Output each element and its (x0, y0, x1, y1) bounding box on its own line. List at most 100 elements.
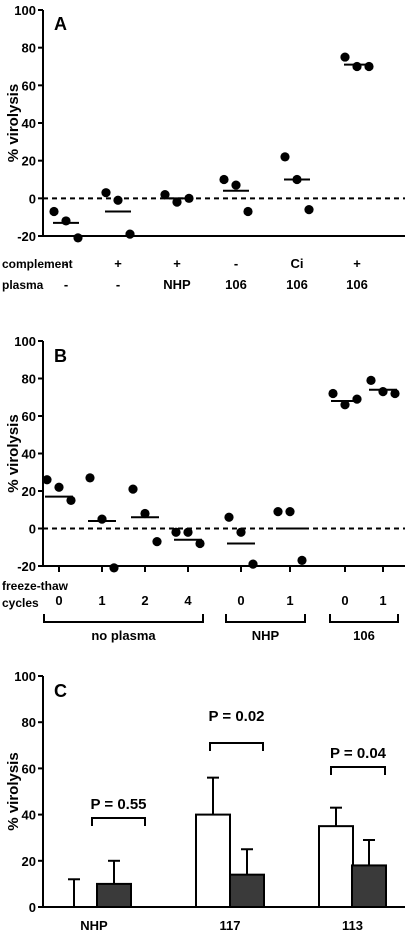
p-value-annotation: P = 0.55 (90, 796, 146, 813)
y-tick-label: 0 (29, 191, 36, 206)
complement-value: + (114, 256, 122, 271)
plasma-value: 106 (346, 277, 368, 292)
cycles-value: 0 (237, 593, 244, 608)
data-point (280, 152, 290, 162)
group-bracket-label: 106 (353, 628, 375, 643)
panel-label: C (54, 681, 67, 701)
group-bracket-label: no plasma (91, 628, 156, 643)
complement-value: + (173, 256, 181, 271)
y-tick-label: 40 (22, 447, 36, 462)
data-point (219, 174, 229, 185)
bar (229, 873, 265, 908)
y-tick-label: 100 (14, 3, 36, 18)
data-point (297, 555, 307, 565)
row-label-plasma: plasma (2, 278, 44, 292)
data-point (160, 189, 170, 200)
data-point (49, 206, 59, 217)
data-point (236, 527, 246, 537)
cycles-value: 1 (286, 593, 293, 608)
data-point (101, 188, 111, 198)
category-label: 117 (220, 918, 241, 933)
data-point (109, 563, 119, 573)
data-point (224, 512, 234, 522)
data-point (352, 61, 362, 72)
data-point (231, 180, 241, 190)
panel-c-bar: 0 20 40 60 80 100 % virolysis C NHP 117 113 P = 0.5… (5, 669, 405, 933)
row-label-complement: complement (2, 257, 73, 271)
y-tick-label: 100 (14, 669, 36, 684)
bar (351, 864, 387, 908)
data-point (61, 216, 71, 226)
data-point (243, 206, 253, 217)
data-point (390, 388, 400, 399)
data-point (73, 233, 83, 243)
cycles-value: 4 (184, 593, 192, 608)
group-bracket (329, 614, 399, 623)
cycles-value: 1 (379, 593, 386, 608)
significance-bracket (91, 817, 146, 826)
y-tick-label: 60 (22, 409, 36, 424)
data-point (364, 61, 374, 72)
bar (96, 882, 132, 909)
data-point (352, 394, 362, 404)
y-axis-label: % virolysis (5, 752, 22, 830)
y-tick-label: 20 (22, 154, 36, 169)
y-tick-label: 60 (22, 761, 36, 776)
group-bracket (43, 614, 204, 623)
y-tick-label: 60 (22, 78, 36, 93)
plasma-value: 106 (225, 277, 247, 292)
data-point (195, 538, 205, 549)
data-point (248, 559, 258, 569)
data-point (285, 507, 295, 517)
y-tick-label: 40 (22, 808, 36, 823)
p-value-annotation: P = 0.02 (208, 708, 264, 725)
plasma-value: - (116, 277, 120, 292)
y-tick-label: 80 (22, 372, 36, 387)
plasma-value: NHP (163, 277, 191, 292)
data-point (183, 527, 193, 537)
y-tick-label: -20 (17, 559, 36, 574)
p-value-annotation: P = 0.04 (330, 745, 387, 762)
data-point (328, 388, 338, 399)
y-tick-label: 40 (22, 116, 36, 131)
y-tick-label: 80 (22, 41, 36, 56)
complement-value: - (64, 256, 68, 271)
plasma-value: 106 (286, 277, 308, 292)
panel-a-scatter: -20 0 20 40 60 80 100 % virolysis A - - + - + NHP - 106 C… (2, 3, 405, 292)
panel-label: B (54, 346, 67, 366)
complement-value: - (234, 256, 238, 271)
data-point (152, 537, 162, 547)
data-point (171, 527, 181, 537)
data-point (113, 195, 123, 205)
y-tick-label: -20 (17, 229, 36, 244)
data-point (128, 484, 138, 494)
panel-label: A (54, 14, 67, 34)
row-label-cycles: cycles (2, 596, 39, 610)
data-point (140, 508, 150, 519)
complement-value: Ci (291, 256, 304, 271)
cycles-value: 0 (341, 593, 348, 608)
data-point (85, 473, 95, 483)
data-point (340, 400, 350, 410)
data-point (54, 482, 64, 492)
data-point (172, 197, 182, 207)
y-tick-label: 100 (14, 334, 36, 349)
y-tick-label: 80 (22, 715, 36, 730)
significance-bracket (330, 766, 386, 775)
y-axis-label: % virolysis (5, 414, 22, 492)
significance-bracket (209, 742, 264, 751)
category-label: 113 (342, 918, 363, 933)
y-tick-label: 20 (22, 484, 36, 499)
cycles-value: 0 (55, 593, 62, 608)
data-point (366, 375, 376, 385)
data-point (97, 514, 107, 524)
y-tick-label: 0 (29, 900, 36, 915)
data-point (42, 475, 52, 485)
y-tick-label: 20 (22, 854, 36, 869)
data-point (125, 229, 135, 239)
category-label: NHP (80, 918, 108, 933)
group-bracket-label: NHP (252, 628, 280, 643)
data-point (340, 52, 350, 62)
plasma-value: - (64, 277, 68, 292)
